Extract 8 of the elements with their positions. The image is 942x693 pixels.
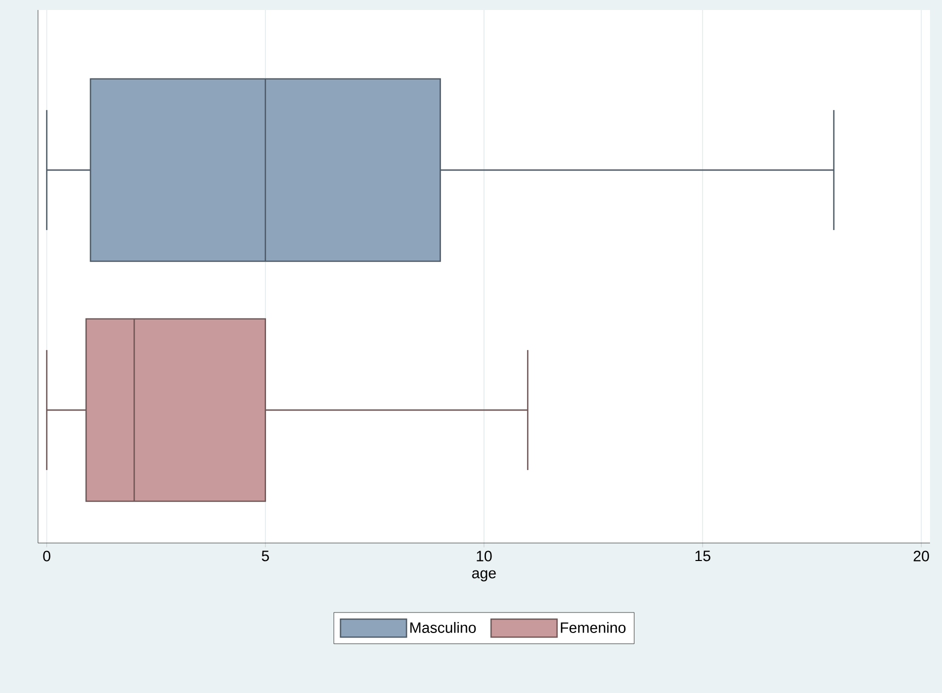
legend-label: Femenino bbox=[560, 622, 626, 633]
legend-label: Masculino bbox=[410, 622, 476, 633]
x-tick-label: 0 bbox=[43, 550, 50, 562]
x-tick-label: 15 bbox=[695, 550, 710, 562]
x-tick-label: 5 bbox=[262, 550, 269, 562]
x-tick-label: 20 bbox=[914, 550, 929, 562]
x-tick-label: 10 bbox=[476, 550, 492, 562]
x-axis-title: age bbox=[472, 570, 496, 582]
